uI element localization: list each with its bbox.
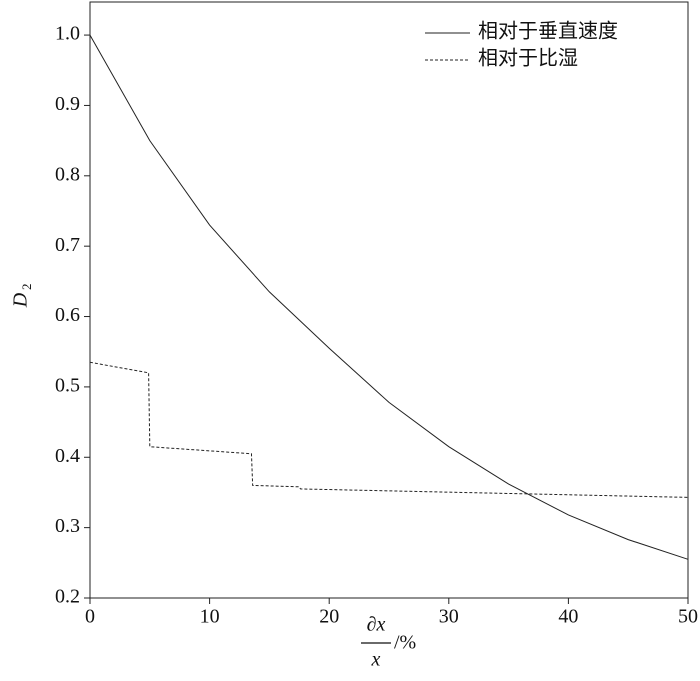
y-axis-label: D 2 xyxy=(10,284,34,309)
y-tick-label: 0.7 xyxy=(55,234,80,256)
y-label-sub: 2 xyxy=(19,284,34,291)
x-label-denominator: x xyxy=(371,649,381,671)
x-tick-label: 10 xyxy=(200,606,220,628)
y-tick-label: 0.8 xyxy=(55,163,80,185)
y-tick-label: 0.6 xyxy=(55,304,80,326)
y-tick-label: 0.5 xyxy=(55,374,80,396)
x-tick-label: 0 xyxy=(85,606,95,628)
y-tick-label: 0.3 xyxy=(55,515,80,537)
y-tick-label: 0.2 xyxy=(55,586,80,608)
legend-label: 相对于垂直速度 xyxy=(478,20,618,43)
x-tick-label: 40 xyxy=(558,606,578,628)
series-line xyxy=(89,361,689,498)
legend-label: 相对于比湿 xyxy=(478,47,578,70)
x-label-suffix: /% xyxy=(394,632,416,654)
x-tick-label: 50 xyxy=(678,606,698,628)
y-tick-label: 0.9 xyxy=(55,93,80,115)
x-label-numerator: ∂x xyxy=(367,614,386,636)
y-tick-label: 0.4 xyxy=(55,445,80,467)
series-line xyxy=(89,34,689,560)
plot-frame xyxy=(89,1,689,599)
x-tick-label: 20 xyxy=(319,606,339,628)
x-tick-label: 30 xyxy=(439,606,459,628)
y-label-text: D xyxy=(10,292,32,308)
y-tick-label: 1.0 xyxy=(55,23,80,45)
x-axis-label: ∂x x /% xyxy=(361,614,416,671)
